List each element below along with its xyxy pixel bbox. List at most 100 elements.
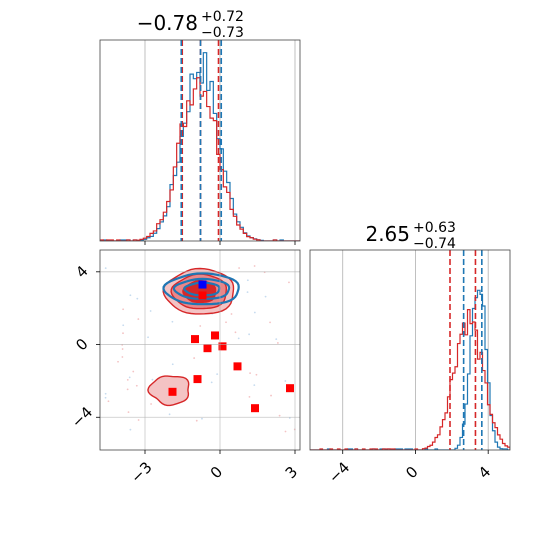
sample-point (129, 294, 132, 297)
sample-point (171, 320, 174, 323)
sample-point (269, 321, 271, 324)
sample-point (270, 394, 272, 397)
sample-point (230, 313, 233, 315)
sample-point (136, 297, 139, 300)
sample-point (137, 419, 140, 421)
sample-point (127, 411, 130, 414)
hist-param-1-red (310, 309, 510, 450)
sample-point (122, 332, 124, 335)
title-param-1-median: 2.65 (365, 222, 410, 246)
marker-blue (198, 280, 207, 289)
hist-param-0-panel (99, 39, 301, 245)
sample-point (128, 376, 131, 379)
sample-point (216, 373, 219, 375)
hist-param-1-ticks: −4 0 4 (325, 450, 494, 487)
sample-point (199, 325, 202, 327)
sample-point (195, 419, 198, 422)
hist-param-1-panel: −4 0 4 (309, 249, 511, 487)
sample-point (264, 295, 267, 298)
sample-point (275, 338, 278, 341)
marker-red (191, 335, 199, 344)
hist-param-0-ticks (144, 241, 296, 245)
hist-param-1-grid (342, 250, 489, 450)
sample-point (255, 373, 258, 376)
marker-red (218, 342, 227, 351)
marker-red (193, 375, 202, 384)
sample-point (117, 360, 119, 363)
x-tick-label-param-0: −3 (127, 458, 155, 486)
marker-red (168, 387, 177, 396)
sample-point (150, 403, 152, 405)
sample-point (193, 357, 196, 359)
hist-param-0-content (100, 40, 300, 241)
sample-point (248, 333, 251, 336)
sample-point (135, 384, 138, 387)
title-param-0-median: −0.78 (137, 11, 198, 35)
marker-red (211, 331, 219, 340)
sample-point (104, 396, 107, 399)
sample-point (238, 267, 240, 269)
sample-point (253, 311, 256, 314)
marker-red (203, 344, 212, 353)
sample-point (246, 291, 249, 294)
y-tick-label-param-1: 4 (72, 262, 91, 281)
sample-point (151, 378, 154, 381)
x-tick-label-param-0: 0 (207, 463, 226, 482)
title-param-1: 2.65 +0.63 −0.74 (365, 220, 456, 252)
y-tick-label-param-1: −4 (68, 403, 96, 431)
hist-param-1-content (310, 250, 510, 450)
title-param-0-lower: −0.73 (201, 25, 244, 41)
sample-point (284, 380, 287, 382)
marker-red (286, 384, 294, 393)
sample-point (129, 428, 132, 431)
density-2d-frame (99, 249, 301, 451)
marker-red (251, 404, 259, 413)
sample-point (253, 384, 256, 387)
contour-blue-level-0 (162, 272, 240, 306)
x-tick-label-param-0: 3 (282, 463, 301, 482)
sample-point (234, 331, 237, 334)
sample-point (126, 378, 129, 381)
marker-red (233, 362, 242, 371)
sample-point (132, 370, 135, 373)
sample-point (171, 363, 174, 366)
sample-point (248, 395, 251, 398)
sample-point (126, 388, 129, 391)
y-tick-label-param-1: 0 (72, 335, 91, 354)
density-2d-grid-overlay (100, 250, 300, 450)
sample-point (168, 413, 171, 416)
sample-point (121, 348, 124, 350)
sample-point (246, 279, 249, 282)
sample-point (104, 267, 107, 270)
sample-point (201, 417, 203, 420)
sample-point (149, 310, 152, 312)
sample-point (253, 265, 256, 267)
sample-point (225, 321, 227, 324)
sample-point (122, 308, 125, 311)
sample-point (107, 400, 110, 403)
sample-point (137, 318, 140, 320)
hist-param-0-frame (99, 39, 301, 242)
hist-param-1-frame (309, 249, 511, 451)
contour-red-secondary (147, 375, 190, 407)
sample-point (276, 342, 279, 344)
marker-red (198, 291, 207, 300)
sample-point (288, 281, 290, 284)
sample-point (237, 337, 240, 340)
sample-point (284, 430, 287, 433)
contour-blue-level-2 (183, 281, 221, 297)
x-tick-label-param-1: −4 (325, 458, 353, 486)
sample-point (121, 356, 124, 358)
contour-blue-level-1 (172, 277, 231, 301)
density-2d-content (104, 265, 296, 433)
sample-point (249, 372, 251, 375)
title-param-1-upper: +0.63 (413, 220, 456, 236)
sample-point (210, 381, 213, 384)
title-param-0: −0.78 +0.72 −0.73 (137, 9, 244, 41)
x-tick-label-param-1: 4 (475, 463, 494, 482)
sample-point (278, 414, 281, 417)
hist-param-1-blue (310, 289, 510, 450)
title-param-1-lower: −0.74 (413, 236, 456, 252)
sample-point (122, 324, 125, 327)
